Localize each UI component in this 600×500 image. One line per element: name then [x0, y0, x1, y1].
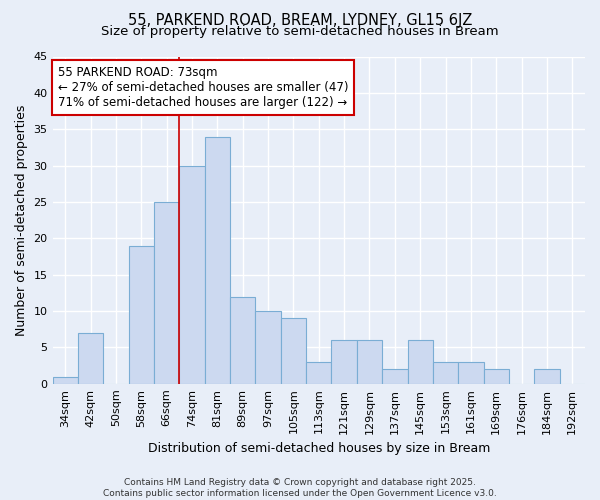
Bar — [534, 370, 560, 384]
Bar — [357, 340, 382, 384]
Bar — [484, 370, 509, 384]
Bar — [154, 202, 179, 384]
X-axis label: Distribution of semi-detached houses by size in Bream: Distribution of semi-detached houses by … — [148, 442, 490, 455]
Bar — [407, 340, 433, 384]
Bar — [281, 318, 306, 384]
Bar — [128, 246, 154, 384]
Y-axis label: Number of semi-detached properties: Number of semi-detached properties — [15, 104, 28, 336]
Bar — [331, 340, 357, 384]
Bar — [382, 370, 407, 384]
Bar — [205, 136, 230, 384]
Text: 55 PARKEND ROAD: 73sqm
← 27% of semi-detached houses are smaller (47)
71% of sem: 55 PARKEND ROAD: 73sqm ← 27% of semi-det… — [58, 66, 349, 110]
Bar — [458, 362, 484, 384]
Text: Contains HM Land Registry data © Crown copyright and database right 2025.
Contai: Contains HM Land Registry data © Crown c… — [103, 478, 497, 498]
Bar — [78, 333, 103, 384]
Bar — [433, 362, 458, 384]
Bar — [230, 296, 256, 384]
Text: Size of property relative to semi-detached houses in Bream: Size of property relative to semi-detach… — [101, 25, 499, 38]
Bar — [256, 311, 281, 384]
Bar — [53, 376, 78, 384]
Bar — [306, 362, 331, 384]
Bar — [179, 166, 205, 384]
Text: 55, PARKEND ROAD, BREAM, LYDNEY, GL15 6JZ: 55, PARKEND ROAD, BREAM, LYDNEY, GL15 6J… — [128, 12, 472, 28]
